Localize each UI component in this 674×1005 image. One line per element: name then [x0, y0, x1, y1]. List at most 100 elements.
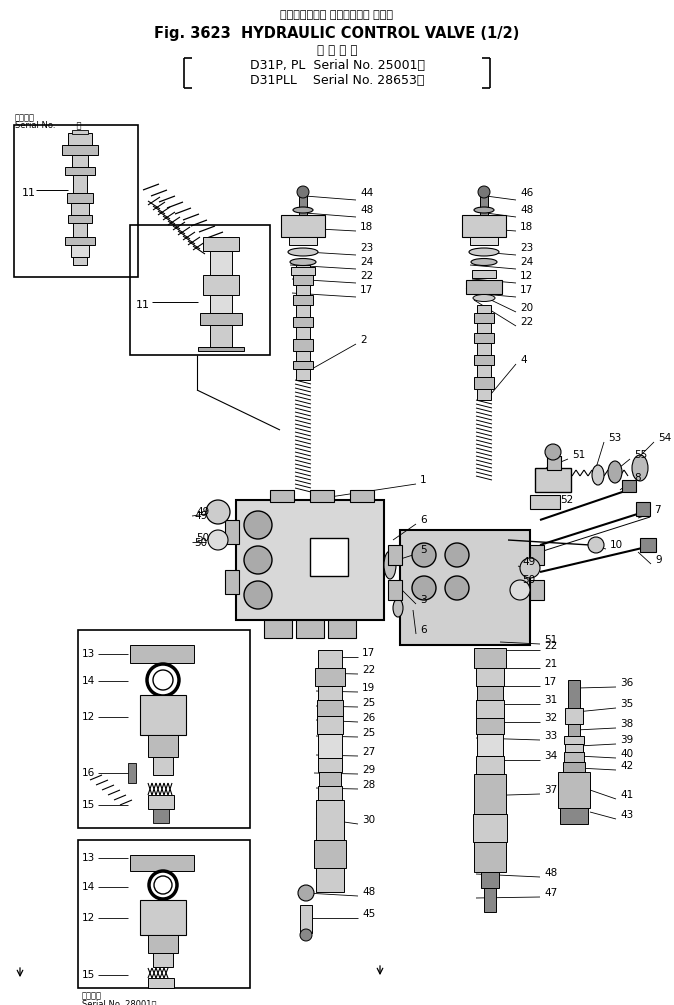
- Circle shape: [244, 511, 272, 539]
- Circle shape: [412, 576, 436, 600]
- Text: 53: 53: [608, 433, 621, 443]
- Ellipse shape: [393, 599, 403, 617]
- Bar: [270, 490, 294, 502]
- Bar: [472, 270, 496, 278]
- Text: 55: 55: [634, 450, 647, 460]
- Circle shape: [478, 186, 490, 198]
- Bar: [200, 313, 242, 325]
- Text: 10: 10: [610, 540, 623, 550]
- Text: 24: 24: [360, 257, 373, 267]
- Bar: [474, 313, 494, 323]
- Bar: [14, 125, 138, 277]
- Text: 9: 9: [655, 555, 662, 565]
- Bar: [296, 285, 310, 295]
- Bar: [198, 347, 244, 351]
- Text: 48: 48: [360, 205, 373, 215]
- Text: 1: 1: [420, 475, 427, 485]
- Circle shape: [545, 444, 561, 460]
- Circle shape: [206, 500, 230, 524]
- Ellipse shape: [592, 465, 604, 485]
- Bar: [128, 763, 136, 783]
- Text: Fig. 3623  HYDRAULIC CONTROL VALVE (1/2): Fig. 3623 HYDRAULIC CONTROL VALVE (1/2): [154, 26, 520, 41]
- Bar: [400, 530, 530, 645]
- Bar: [65, 237, 95, 245]
- Text: 11: 11: [22, 188, 36, 198]
- Text: 6: 6: [420, 515, 427, 525]
- Bar: [296, 351, 310, 361]
- Bar: [477, 734, 503, 756]
- Text: 48: 48: [544, 868, 557, 878]
- Bar: [225, 520, 239, 544]
- Bar: [350, 490, 374, 502]
- Text: 13: 13: [82, 853, 95, 863]
- Text: 48: 48: [520, 205, 533, 215]
- Bar: [477, 343, 491, 355]
- Bar: [140, 900, 186, 935]
- Text: 43: 43: [620, 810, 634, 820]
- Circle shape: [445, 543, 469, 567]
- Bar: [293, 295, 313, 305]
- Bar: [535, 468, 571, 492]
- Bar: [153, 953, 173, 967]
- Text: 11: 11: [136, 300, 150, 310]
- Text: 47: 47: [544, 888, 557, 898]
- Bar: [72, 130, 88, 134]
- Bar: [73, 257, 87, 265]
- Bar: [484, 888, 496, 912]
- Bar: [140, 695, 186, 735]
- Bar: [293, 339, 313, 351]
- Bar: [68, 215, 92, 223]
- Bar: [636, 502, 650, 516]
- Text: 30: 30: [362, 815, 375, 825]
- Bar: [310, 538, 348, 576]
- Bar: [289, 237, 317, 245]
- Ellipse shape: [474, 207, 494, 213]
- Bar: [563, 762, 585, 772]
- Text: 51: 51: [572, 450, 585, 460]
- Bar: [319, 772, 341, 786]
- Bar: [236, 500, 384, 620]
- Ellipse shape: [473, 294, 495, 302]
- Text: 7: 7: [654, 505, 661, 515]
- Text: 50: 50: [196, 533, 209, 543]
- Bar: [317, 716, 343, 734]
- Bar: [388, 580, 402, 600]
- Bar: [130, 225, 270, 355]
- Bar: [296, 620, 324, 638]
- Bar: [477, 323, 491, 333]
- Bar: [530, 545, 544, 565]
- Text: 42: 42: [620, 761, 634, 771]
- Bar: [67, 193, 93, 203]
- Bar: [476, 756, 504, 774]
- Bar: [316, 868, 344, 892]
- Bar: [530, 580, 544, 600]
- Bar: [318, 650, 342, 668]
- Bar: [71, 245, 89, 257]
- Ellipse shape: [632, 455, 648, 481]
- Text: 32: 32: [544, 713, 557, 723]
- Circle shape: [588, 537, 604, 553]
- Text: 4: 4: [520, 355, 526, 365]
- Bar: [530, 495, 560, 509]
- Bar: [148, 935, 178, 953]
- Bar: [300, 904, 312, 933]
- Text: 48: 48: [362, 887, 375, 897]
- Text: 14: 14: [82, 882, 95, 892]
- Text: 22: 22: [544, 641, 557, 651]
- Bar: [564, 752, 584, 762]
- Bar: [474, 774, 506, 814]
- Bar: [565, 744, 583, 752]
- Text: 29: 29: [362, 765, 375, 775]
- Text: 適 用 号 機: 適 用 号 機: [317, 44, 357, 57]
- Text: 34: 34: [544, 751, 557, 761]
- Bar: [318, 686, 342, 700]
- Bar: [317, 700, 343, 716]
- Text: 3: 3: [420, 595, 427, 605]
- Bar: [148, 795, 174, 809]
- Bar: [477, 305, 491, 313]
- Bar: [474, 377, 494, 389]
- Bar: [296, 265, 310, 273]
- Text: 49: 49: [194, 511, 207, 521]
- Text: 46: 46: [520, 188, 533, 198]
- Text: 22: 22: [362, 665, 375, 675]
